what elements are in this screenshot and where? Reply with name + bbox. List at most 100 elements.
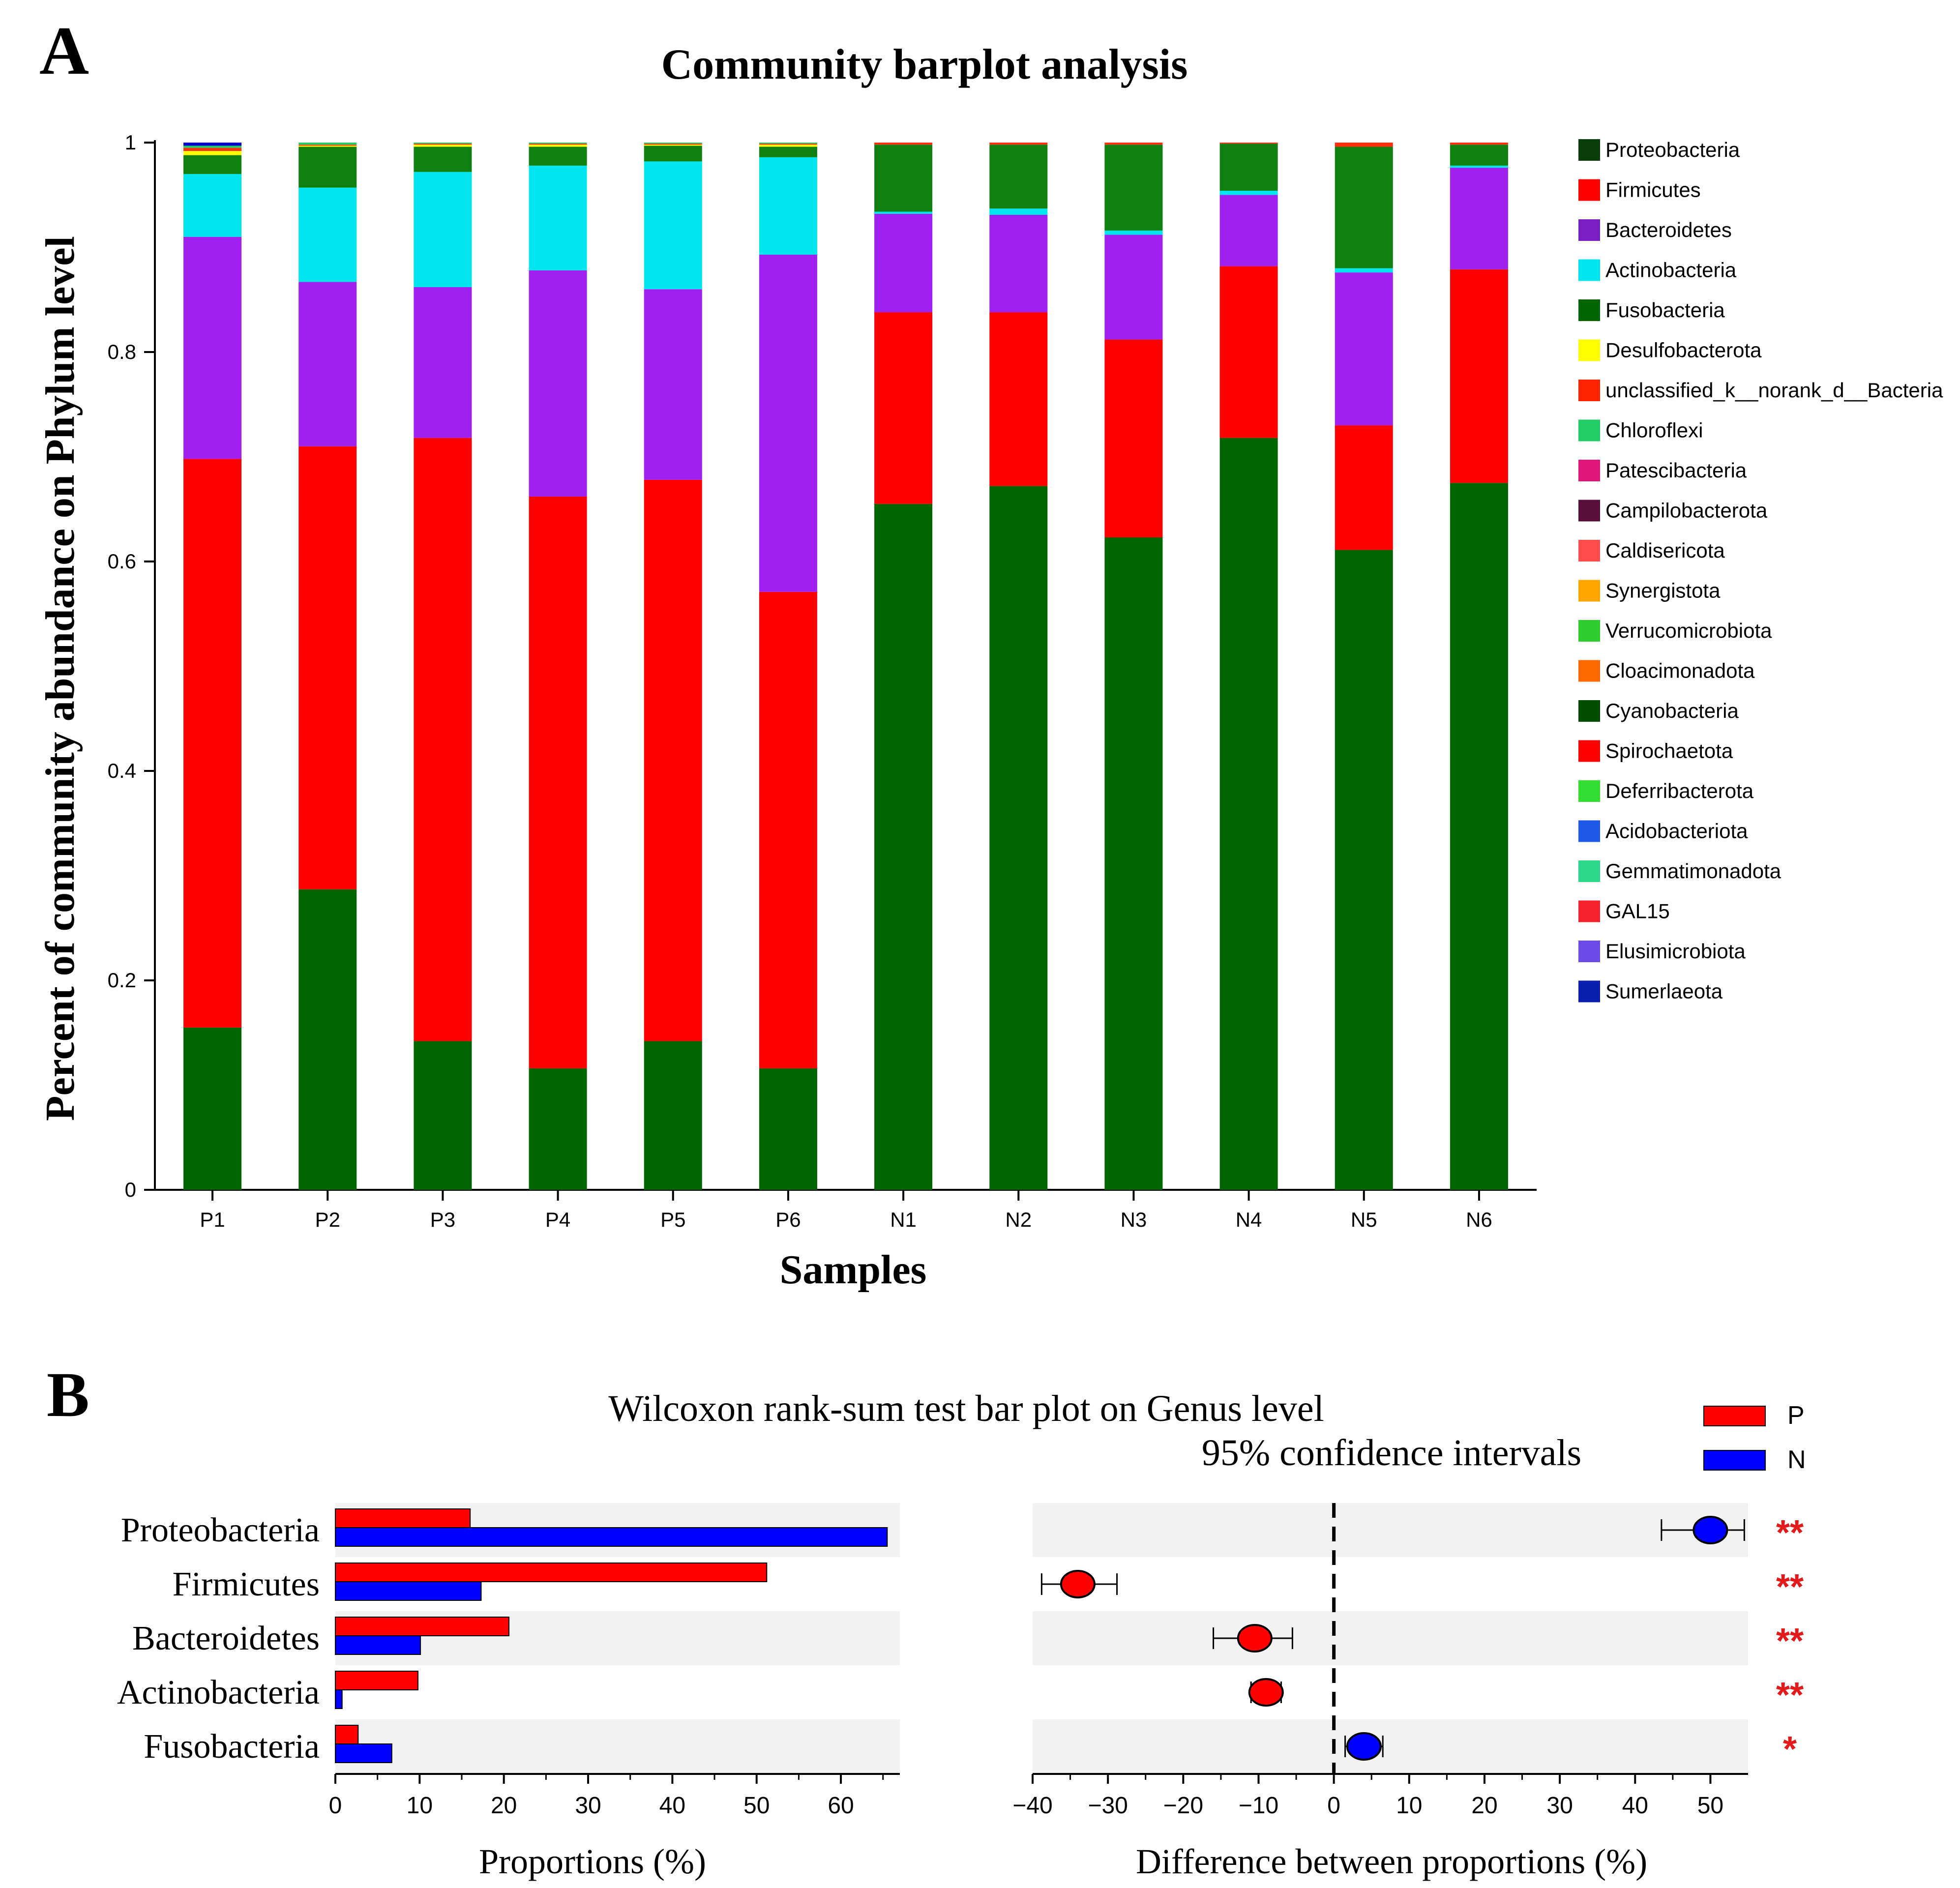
bar-segment-p4-cyanobacteria xyxy=(529,1068,587,1190)
row-background xyxy=(1033,1719,1748,1773)
bar-segment-n5-fusobacteria xyxy=(1335,147,1393,268)
bar-segment-n4-cyanobacteria xyxy=(1219,438,1278,1190)
legend-swatch-actinobacteria xyxy=(1578,259,1600,281)
legend-swatch-fusobacteria xyxy=(1578,299,1600,321)
bar-segment-n2-unclassified-k-norank-d-bacteria xyxy=(989,143,1048,145)
bar-segment-n3-cyanobacteria xyxy=(1104,537,1163,1190)
bar-segment-p6-desulfobacterota xyxy=(759,145,817,147)
bar-segment-p1-fusobacteria xyxy=(183,155,242,174)
y-tick-label: 0.2 xyxy=(108,969,136,992)
bar-firmicutes-p xyxy=(335,1563,768,1582)
legend-swatch-synergistota xyxy=(1578,580,1600,602)
bar-segment-p6-chloroflexi xyxy=(759,143,817,144)
chart-b-difference-plot: *********−40 −30 −20 −10 0 10 20 30 40 50 xyxy=(1012,1503,1804,1819)
legend-label-p: P xyxy=(1787,1401,1805,1430)
bar-segment-p6-bacteroidetes xyxy=(759,254,817,592)
bar-segment-p5-firmicutes xyxy=(644,479,702,1041)
chart-a-title: Community barplot analysis xyxy=(661,41,1188,88)
x-tick-label-n1: N1 xyxy=(890,1208,917,1231)
bar-segment-p3-cyanobacteria xyxy=(414,1041,472,1190)
legend-label-caldisericota: Caldisericota xyxy=(1605,539,1725,562)
chart-a-legend: Proteobacteria Firmicutes Bacteroidetes Act… xyxy=(1578,138,1943,1003)
bar-proteobacteria-n xyxy=(335,1527,888,1547)
point-proteobacteria xyxy=(1693,1516,1728,1544)
chart-a-plot-area: 0 0.2 0.4 0.6 0.8 1 P1 P2 P3 P4 P5 P6 N1 N2 N3 N4 N5 N6 xyxy=(108,131,1537,1231)
bar-segment-n1-firmicutes xyxy=(874,312,933,504)
x-tick-label: 30 xyxy=(1546,1793,1573,1819)
chart-b-x-axis-label: Proportions (%) xyxy=(479,1842,706,1881)
legend-label-bacteroidetes: Bacteroidetes xyxy=(1605,218,1732,241)
significance-bacteroidetes: ** xyxy=(1776,1622,1804,1661)
bar-segment-n5-actinobacteria xyxy=(1335,268,1393,273)
bar-firmicutes-n xyxy=(335,1581,482,1601)
bar-segment-p5-fusobacteria xyxy=(644,146,702,162)
bar-segment-p1-bacteroidetes xyxy=(183,236,242,459)
bar-segment-p6-fusobacteria xyxy=(759,147,817,157)
legend-label-cloacimonadota: Cloacimonadota xyxy=(1605,659,1755,682)
bar-bacteroidetes-n xyxy=(335,1635,421,1655)
x-tick-label: 10 xyxy=(407,1793,433,1819)
bar-segment-n4-actinobacteria xyxy=(1219,190,1278,195)
point-actinobacteria xyxy=(1248,1678,1284,1707)
x-tick-label-n4: N4 xyxy=(1236,1208,1262,1231)
legend-label-cyanobacteria: Cyanobacteria xyxy=(1605,699,1739,722)
bar-segment-p1-cyanobacteria xyxy=(183,1027,242,1190)
bar-segment-n3-firmicutes xyxy=(1104,339,1163,538)
x-tick-label-p3: P3 xyxy=(430,1208,455,1231)
bar-segment-p4-actinobacteria xyxy=(529,165,587,270)
bar-actinobacteria-p xyxy=(335,1671,418,1690)
bar-segment-p4-unclassified-k-norank-d-bacteria xyxy=(529,144,587,145)
legend-swatch-sumerlaeota xyxy=(1578,980,1600,1003)
x-tick-label-p4: P4 xyxy=(545,1208,570,1231)
bar-segment-n4-unclassified-k-norank-d-bacteria xyxy=(1219,143,1278,144)
x-tick-label: −20 xyxy=(1163,1793,1203,1819)
y-tick-label: 1 xyxy=(125,131,136,154)
x-tick-label-n2: N2 xyxy=(1005,1208,1032,1231)
bar-segment-p2-unclassified-k-norank-d-bacteria xyxy=(298,145,357,146)
bar-segment-p4-desulfobacterota xyxy=(529,145,587,147)
bar-segment-n3-bacteroidetes xyxy=(1104,235,1163,340)
bar-segment-p1-desulfobacterota xyxy=(183,151,242,155)
x-tick-label-p6: P6 xyxy=(775,1208,801,1231)
y-tick-label: 0 xyxy=(125,1178,136,1201)
chart-b-proportions-plot: Proteobacteria Firmicutes Bacteroidetes Act… xyxy=(117,1503,900,1819)
row-background xyxy=(1033,1503,1748,1557)
category-label-firmicutes: Firmicutes xyxy=(173,1565,320,1603)
legend-label-chloroflexi: Chloroflexi xyxy=(1605,419,1703,442)
bar-segment-p1-sumerlaeota xyxy=(183,143,242,146)
x-tick-label: 10 xyxy=(1396,1793,1422,1819)
bar-segment-n1-cyanobacteria xyxy=(874,503,933,1190)
significance-actinobacteria: ** xyxy=(1776,1676,1804,1715)
bar-segment-n1-fusobacteria xyxy=(874,145,933,212)
legend-label-actinobacteria: Actinobacteria xyxy=(1605,259,1737,282)
bar-segment-n6-unclassified-k-norank-d-bacteria xyxy=(1450,143,1508,145)
bar-segment-p4-firmicutes xyxy=(529,496,587,1068)
bar-segment-p1-unclassified-k-norank-d-bacteria xyxy=(183,148,242,151)
bar-segment-p1-firmicutes xyxy=(183,459,242,1028)
point-firmicutes xyxy=(1060,1570,1096,1598)
bar-proteobacteria-p xyxy=(335,1508,471,1528)
legend-label-gemmatimonadota: Gemmatimonadota xyxy=(1605,859,1782,883)
panel-b: B Wilcoxon rank-sum test bar plot on Gen… xyxy=(47,1359,1806,1881)
chart-c-x-axis-label: Difference between proportions (%) xyxy=(1136,1842,1647,1881)
bar-segment-n2-fusobacteria xyxy=(989,145,1048,209)
legend-label-campilobacterota: Campilobacterota xyxy=(1605,499,1768,522)
x-tick-label-p5: P5 xyxy=(660,1208,685,1231)
bar-segment-p4-bacteroidetes xyxy=(529,270,587,497)
legend-label-n: N xyxy=(1787,1446,1806,1474)
bar-segment-n6-fusobacteria xyxy=(1450,145,1508,166)
legend-label-deferribacterota: Deferribacterota xyxy=(1605,779,1754,802)
legend-label-proteobacteria: Proteobacteria xyxy=(1605,138,1740,161)
category-label-proteobacteria: Proteobacteria xyxy=(121,1511,320,1549)
bar-segment-n5-bacteroidetes xyxy=(1335,272,1393,426)
bar-segment-p2-fusobacteria xyxy=(298,147,357,188)
legend-swatch-firmicutes xyxy=(1578,179,1600,201)
point-bacteroidetes xyxy=(1237,1624,1273,1652)
legend-label-spirochaetota: Spirochaetota xyxy=(1605,739,1733,763)
bar-fusobacteria-n xyxy=(335,1743,392,1763)
significance-proteobacteria: ** xyxy=(1776,1513,1804,1553)
bar-segment-p5-desulfobacterota xyxy=(644,145,702,146)
chart-b-legend: PN xyxy=(1703,1401,1806,1474)
legend-swatch-cyanobacteria xyxy=(1578,700,1600,722)
